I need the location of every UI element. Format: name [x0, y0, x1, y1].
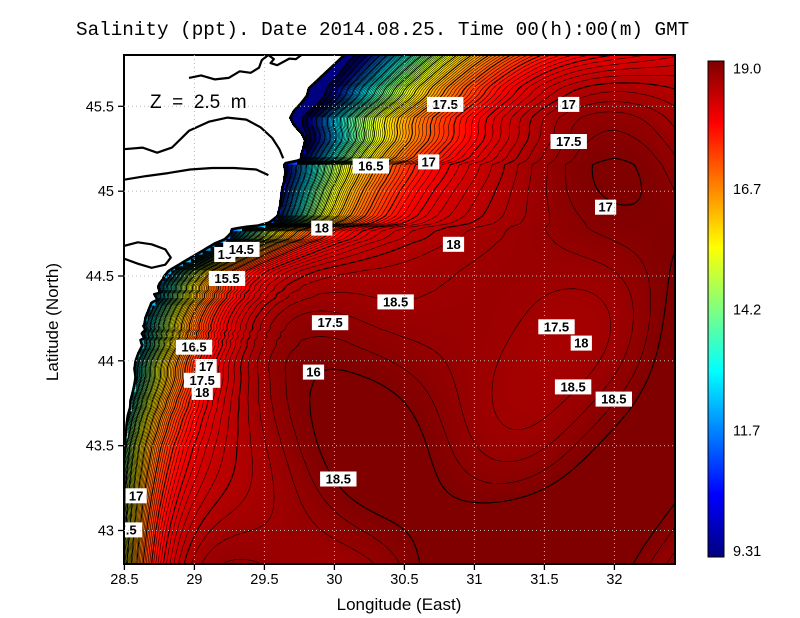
svg-text:29: 29 — [186, 572, 202, 588]
svg-text:45: 45 — [98, 184, 114, 200]
svg-text:29.5: 29.5 — [250, 572, 278, 588]
svg-text:Longitude (East): Longitude (East) — [337, 595, 462, 614]
svg-text:Latitude (North): Latitude (North) — [43, 263, 62, 381]
svg-text:14.2: 14.2 — [733, 303, 761, 319]
svg-text:16.7: 16.7 — [733, 182, 761, 198]
svg-text:44: 44 — [98, 354, 114, 370]
svg-text:45.5: 45.5 — [86, 99, 114, 115]
svg-text:Salinity (ppt). Date 2014.08.: Salinity (ppt). Date 2014.08.25. Time 00… — [76, 19, 689, 41]
svg-text:Z = 2.5 m: Z = 2.5 m — [150, 92, 247, 113]
svg-text:43: 43 — [98, 524, 114, 540]
svg-text:30: 30 — [326, 572, 342, 588]
svg-text:30.5: 30.5 — [390, 572, 418, 588]
svg-text:32: 32 — [606, 572, 622, 588]
svg-text:19.0: 19.0 — [733, 61, 761, 77]
svg-text:28.5: 28.5 — [110, 572, 138, 588]
svg-text:31.5: 31.5 — [530, 572, 558, 588]
svg-text:11.7: 11.7 — [733, 423, 760, 439]
svg-text:44.5: 44.5 — [86, 269, 114, 285]
svg-text:31: 31 — [466, 572, 482, 588]
svg-text:9.31: 9.31 — [733, 544, 761, 560]
svg-text:43.5: 43.5 — [86, 439, 114, 455]
